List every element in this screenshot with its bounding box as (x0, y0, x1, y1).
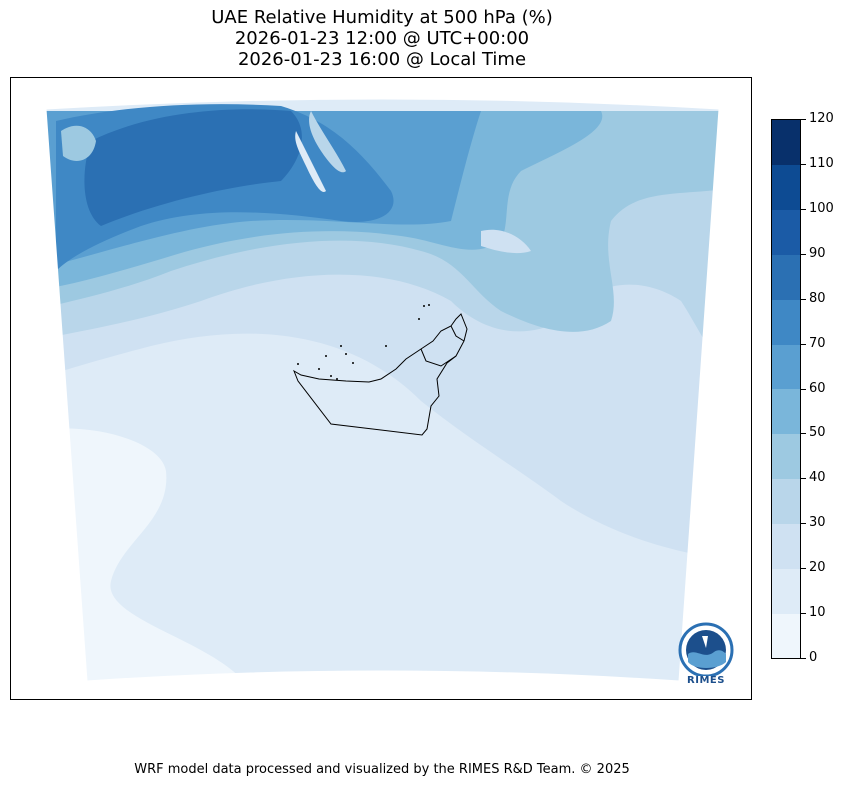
colorbar-segment (772, 389, 800, 435)
colorbar-tick (801, 388, 806, 390)
chart-title: UAE Relative Humidity at 500 hPa (%) 202… (0, 7, 764, 70)
colorbar-tick (801, 613, 806, 615)
colorbar-segment (772, 209, 800, 255)
uae-boundary (293, 313, 468, 436)
colorbar-tick (801, 208, 806, 210)
rh-streak-3 (481, 229, 531, 254)
colorbar-tick-label: 90 (809, 245, 826, 261)
footer-credit: WRF model data processed and visualized … (134, 762, 630, 777)
colorbar-segment (772, 478, 800, 524)
colorbar-tick (801, 253, 806, 255)
humidity-map (45, 98, 720, 682)
humidity-field (46, 99, 719, 681)
rimes-seal-icon (678, 622, 734, 678)
colorbar-segment (772, 613, 800, 659)
colorbar (771, 119, 801, 659)
colorbar-segment (772, 120, 800, 166)
rh-streak-1 (309, 111, 346, 173)
colorbar-tick (801, 568, 806, 570)
colorbar-tick-label: 110 (809, 155, 834, 171)
rimes-logo: RIMES (674, 620, 738, 690)
map-panel (10, 77, 752, 700)
colorbar-tick (801, 298, 806, 300)
colorbar-tick-label: 50 (809, 425, 826, 441)
colorbar-segment (772, 523, 800, 569)
colorbar-tick-label: 70 (809, 335, 826, 351)
colorbar-tick (801, 343, 806, 345)
colorbar-tick-label: 100 (809, 200, 834, 216)
colorbar-tick-label: 0 (809, 650, 818, 665)
title-line-2: 2026-01-23 12:00 @ UTC+00:00 (234, 28, 530, 49)
model-domain-edge (45, 98, 720, 682)
logo-text: RIMES (687, 675, 725, 686)
colorbar-tick (801, 163, 806, 165)
colorbar-segment (772, 568, 800, 614)
colorbar-tick-label: 120 (809, 111, 834, 126)
colorbar-tick (801, 478, 806, 480)
colorbar-segment (772, 164, 800, 211)
colorbar-tick (801, 523, 806, 525)
title-line-1: UAE Relative Humidity at 500 hPa (%) (211, 7, 553, 28)
colorbar-tick-label: 40 (809, 470, 826, 486)
colorbar-tick-label: 20 (809, 560, 826, 576)
colorbar-segment (772, 254, 800, 300)
colorbar-tick-label: 80 (809, 290, 826, 306)
rh-band-80-90 (84, 109, 302, 226)
title-line-3: 2026-01-23 16:00 @ Local Time (237, 49, 527, 70)
colorbar-segment (772, 344, 800, 390)
colorbar-tick (801, 433, 806, 435)
rh-streak-2 (295, 131, 326, 192)
colorbar-tick-label: 10 (809, 605, 826, 621)
colorbar-segment (772, 433, 800, 480)
colorbar-tick (801, 119, 806, 120)
colorbar-tick-label: 30 (809, 515, 826, 531)
rh-band-0-10 (46, 428, 251, 681)
uae-islands (297, 304, 430, 380)
colorbar-tick (801, 658, 806, 659)
rh-band-dry-patch (61, 125, 96, 161)
colorbar-segment (772, 299, 800, 345)
colorbar-tick-label: 60 (809, 380, 826, 396)
